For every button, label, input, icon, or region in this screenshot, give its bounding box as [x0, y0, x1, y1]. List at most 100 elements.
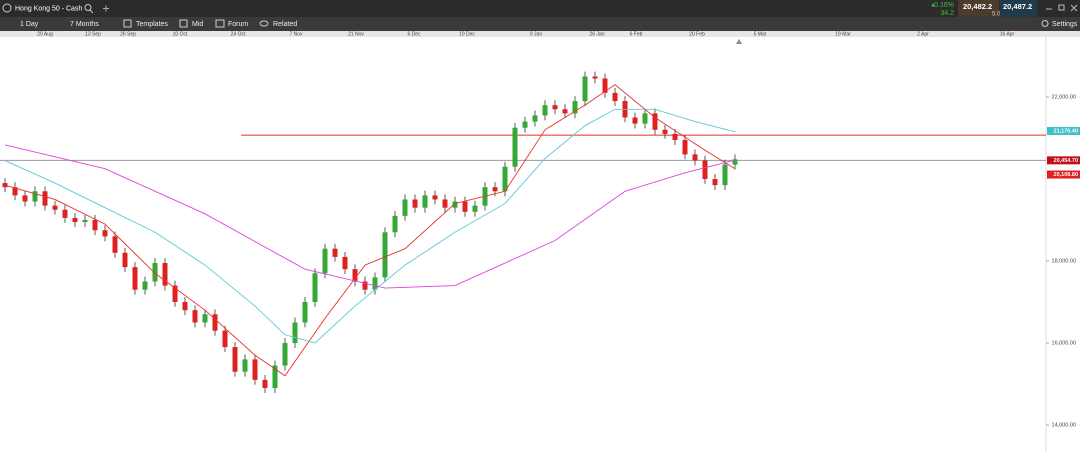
candle-body — [682, 140, 688, 155]
templates-icon — [123, 19, 132, 28]
candle-body — [572, 101, 578, 114]
change-pct: 0.16% — [934, 2, 954, 9]
interval[interactable]: 1 Day — [20, 21, 39, 28]
candle-body — [402, 199, 408, 216]
candle-body — [452, 201, 458, 208]
candle-body — [502, 166, 508, 192]
candle-body — [332, 248, 338, 257]
candle-body — [242, 359, 248, 372]
candle-body — [362, 281, 368, 290]
related-icon — [259, 20, 269, 27]
now-marker — [736, 39, 742, 44]
candle-body — [152, 263, 158, 282]
price-mode[interactable]: Mid — [192, 21, 203, 28]
templates[interactable]: Templates — [136, 21, 168, 28]
candle-body — [372, 277, 378, 290]
candle-body — [522, 121, 528, 128]
candle-body — [192, 310, 198, 323]
title-bar — [0, 0, 1080, 17]
instrument-name[interactable]: Hong Kong 50 - Cash — [15, 5, 82, 12]
candle-body — [302, 301, 308, 323]
buy-price: 20,487.2 — [1003, 2, 1032, 11]
candle-body — [342, 256, 348, 270]
moving-average — [4, 84, 736, 377]
candle-body — [562, 109, 568, 114]
candle-body — [92, 219, 98, 231]
candle-body — [202, 314, 208, 323]
x-tick-label: 13 Sep — [85, 31, 101, 37]
candle-body — [692, 154, 698, 161]
candle-body — [172, 285, 178, 302]
candle-body — [312, 273, 318, 302]
candle-body — [712, 178, 718, 186]
forum[interactable]: Forum — [228, 21, 248, 28]
x-tick-label: 6 Dec — [407, 31, 421, 37]
candle-body — [592, 76, 598, 79]
candle-body — [292, 322, 298, 343]
candle-body — [262, 379, 268, 389]
candle-body — [112, 236, 118, 253]
spread: 5.0 — [992, 12, 1001, 18]
candle-body — [462, 201, 468, 212]
y-tick-label: 18,000.00 — [1052, 258, 1076, 264]
x-tick-label: 20 Feb — [689, 31, 705, 37]
change-pts: 34.2 — [940, 10, 954, 17]
candle-body — [632, 117, 638, 124]
x-tick-label: 10 Oct — [173, 31, 188, 37]
candle-body — [282, 342, 288, 366]
candle-body — [42, 191, 48, 206]
x-tick-label: 21 Nov — [348, 31, 364, 37]
x-tick-label: 19 Mar — [835, 31, 851, 37]
window-controls[interactable] — [1046, 4, 1078, 12]
candle-body — [582, 76, 588, 102]
candle-body — [392, 215, 398, 233]
candle-body — [52, 205, 58, 210]
candle-body — [212, 314, 218, 331]
candle-body — [162, 263, 168, 286]
candle-body — [652, 113, 658, 130]
range[interactable]: 7 Months — [70, 21, 99, 28]
x-tick-label: 24 Oct — [231, 31, 246, 37]
price-tag — [1047, 170, 1080, 179]
candle-body — [442, 199, 448, 208]
candle-body — [2, 183, 8, 188]
price-tag — [1047, 126, 1080, 135]
candle-body — [472, 205, 478, 212]
add-tab[interactable] — [103, 5, 109, 12]
candle-body — [82, 219, 88, 223]
candle-body — [222, 330, 228, 348]
candle-body — [142, 281, 148, 290]
candle-body — [272, 365, 278, 389]
price-tag — [1047, 156, 1080, 165]
candle-body — [412, 199, 418, 208]
change-arrow: ▲ — [930, 3, 936, 9]
mid-icon — [179, 19, 188, 28]
date-axis — [0, 31, 1080, 37]
candle-body — [422, 195, 428, 208]
moving-average — [4, 108, 736, 344]
sell-button[interactable] — [958, 0, 999, 17]
x-tick-label: 5 Mar — [754, 31, 767, 37]
candle-body — [22, 195, 28, 202]
x-tick-label: 26 Jan — [589, 31, 604, 37]
settings[interactable]: Settings — [1052, 21, 1078, 28]
candle-body — [322, 248, 328, 274]
price-tag-label: 20,108.80 — [1054, 172, 1078, 178]
candle-body — [532, 115, 538, 122]
x-tick-label: 9 Jan — [530, 31, 542, 37]
sell-price: 20,482.2 — [963, 2, 992, 11]
candle-body — [122, 252, 128, 268]
x-tick-label: 6 Feb — [630, 31, 643, 37]
candle-body — [32, 191, 38, 202]
search-icon[interactable] — [84, 4, 92, 11]
y-tick-label: 22,000.00 — [1052, 94, 1076, 100]
y-tick-label: 16,000.00 — [1052, 340, 1076, 346]
buy-button[interactable] — [1000, 0, 1037, 17]
candle-body — [252, 359, 258, 380]
related[interactable]: Related — [273, 21, 297, 28]
x-tick-label: 26 Sep — [120, 31, 136, 37]
forum-icon — [215, 19, 225, 28]
toolbar — [0, 17, 1080, 31]
